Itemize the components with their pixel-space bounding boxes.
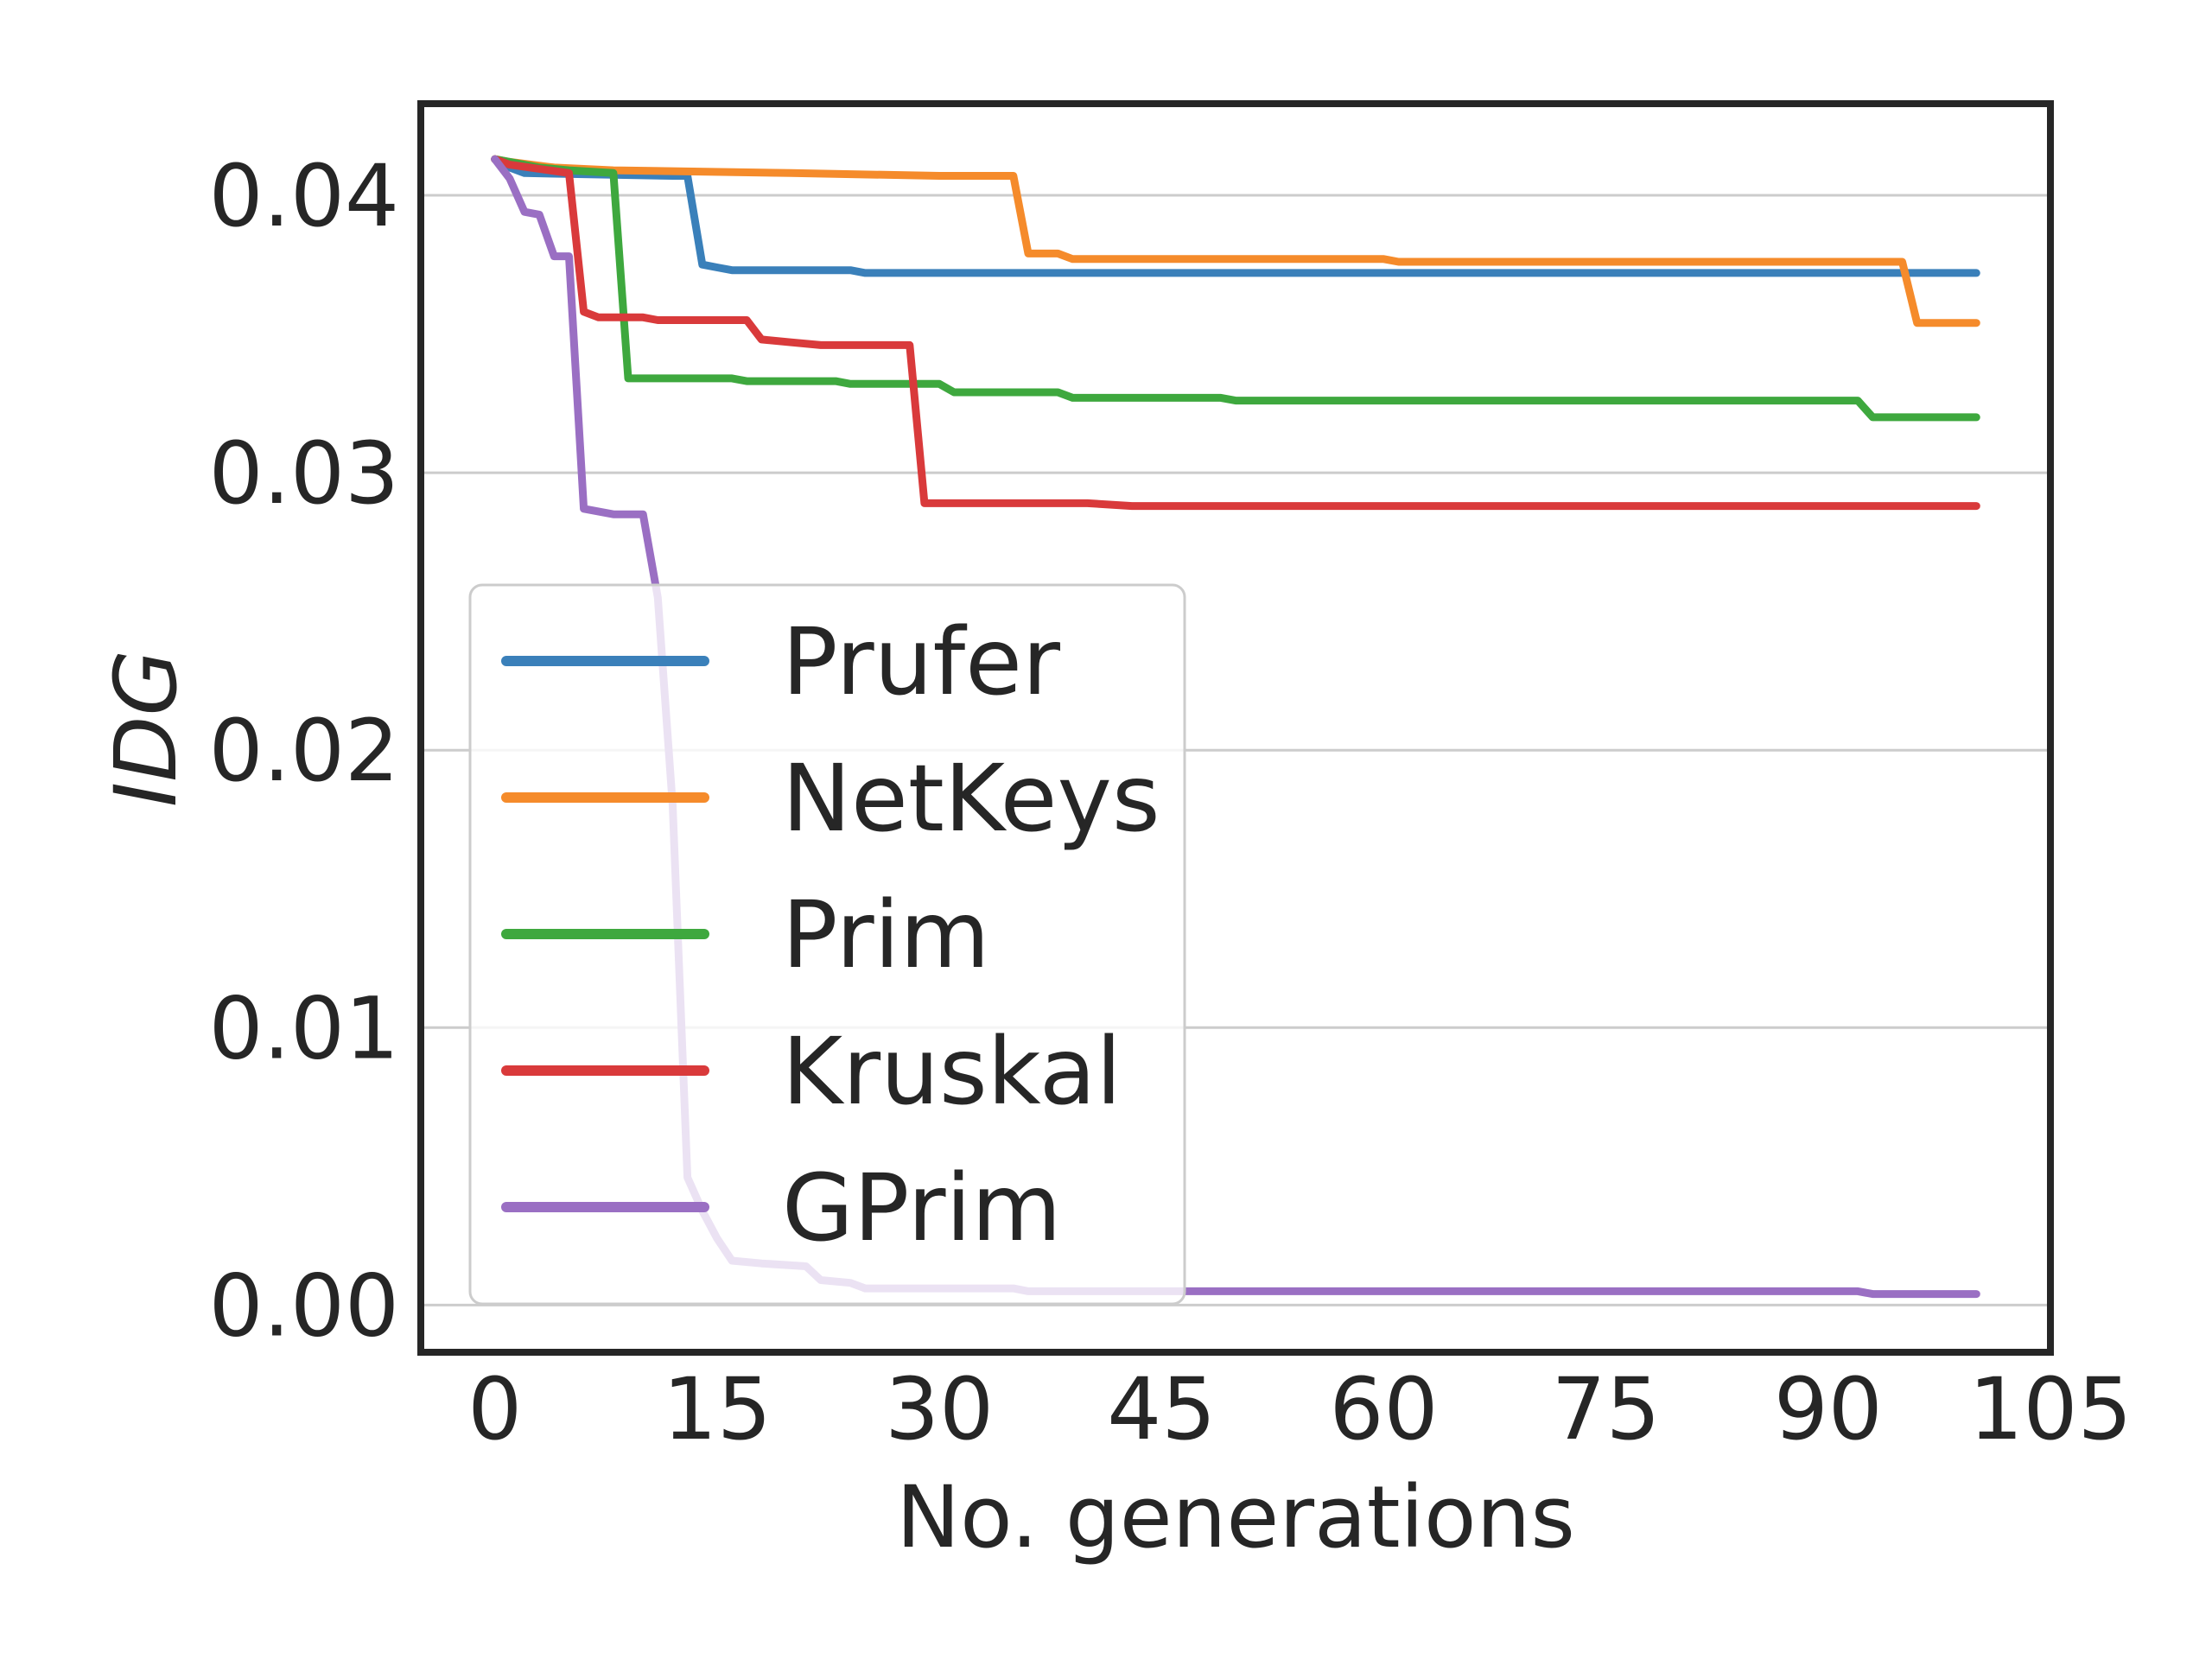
legend-label-gprim: GPrim — [782, 1155, 1062, 1262]
y-axis-label: IDG — [97, 650, 196, 807]
series-line-kruskal — [491, 155, 1980, 511]
x-tick-label: 60 — [1329, 1360, 1438, 1459]
legend: Prufer NetKeys Prim Kruskal GPrim — [468, 583, 1186, 1306]
series-line-prufer — [491, 155, 1980, 277]
legend-label-prim: Prim — [782, 882, 990, 989]
y-tick-label: 0.03 — [209, 424, 399, 524]
y-tick-label: 0.04 — [209, 147, 399, 246]
y-tick-label: 0.01 — [209, 979, 399, 1078]
x-axis-label: No. generations — [896, 1468, 1575, 1567]
x-tick-label: 15 — [663, 1360, 772, 1459]
legend-label-kruskal: Kruskal — [782, 1019, 1122, 1126]
x-tick-label: 0 — [467, 1360, 522, 1459]
x-tick-label: 30 — [885, 1360, 994, 1459]
x-axis-ticks: 0 15 30 45 60 75 90 105 — [467, 1360, 2132, 1459]
y-axis-ticks: 0.00 0.01 0.02 0.03 0.04 — [209, 147, 399, 1356]
x-tick-label: 75 — [1552, 1360, 1661, 1459]
x-tick-label: 45 — [1107, 1360, 1216, 1459]
plot-frame — [417, 100, 2054, 1356]
x-tick-label: 105 — [1969, 1360, 2133, 1459]
legend-box — [468, 583, 1186, 1306]
x-tick-label: 90 — [1774, 1360, 1883, 1459]
legend-label-prufer: Prufer — [782, 609, 1060, 716]
y-tick-label: 0.00 — [209, 1256, 399, 1356]
y-tick-label: 0.02 — [209, 702, 399, 801]
legend-label-netkeys: NetKeys — [782, 746, 1160, 853]
